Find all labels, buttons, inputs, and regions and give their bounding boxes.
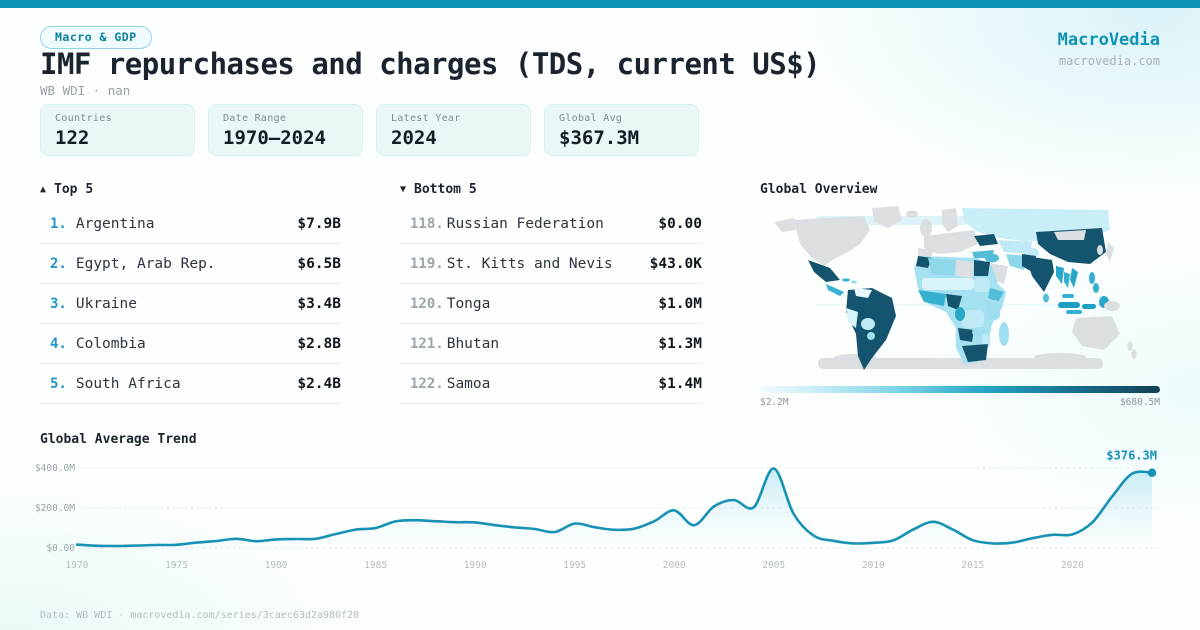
trend-line xyxy=(75,467,1154,548)
latest-point-dot xyxy=(1147,468,1157,477)
rank: 122. xyxy=(410,375,444,392)
legend-min-label: $2.2M xyxy=(760,397,789,408)
brand-block: MacroVedia macrovedia.com xyxy=(1058,30,1160,68)
rank: 5. xyxy=(50,375,67,392)
country-value: $6.5B xyxy=(297,255,341,272)
x-axis-label: 1975 xyxy=(165,560,188,571)
x-axis-label: 2010 xyxy=(862,560,885,571)
x-axis-label: 1970 xyxy=(66,560,89,571)
bottom5-header: ▼ Bottom 5 xyxy=(400,181,702,197)
category-badge: Macro & GDP xyxy=(40,26,152,49)
stat-card-global-avg: Global Avg $367.3M xyxy=(544,104,699,156)
list-item: 120. Tonga $1.0M xyxy=(400,284,702,324)
country-name: Bhutan xyxy=(446,335,500,352)
bottom5-title: Bottom 5 xyxy=(414,181,477,197)
country-name: South Africa xyxy=(75,375,181,392)
map-legend-labels: $2.2M $680.5M xyxy=(760,397,1160,408)
country-value: $2.4B xyxy=(297,375,341,392)
world-map-choropleth xyxy=(774,206,1137,370)
page-title: IMF repurchases and charges (TDS, curren… xyxy=(40,47,821,81)
trend-chart: $0.00 $200.0M $400.0M 1970 1975 1980 1985 1990 1… xyxy=(35,449,1160,571)
bottom5-list: ▼ Bottom 5 118. Russian Federation $0.00 1… xyxy=(400,181,702,404)
stat-value: 2024 xyxy=(391,127,437,149)
country-value: $2.8B xyxy=(297,335,341,352)
brand-name: MacroVedia xyxy=(1057,30,1160,50)
latest-value-annotation: $376.3M xyxy=(1106,449,1157,463)
country-value: $1.4M xyxy=(658,375,702,392)
y-axis-label: $0.00 xyxy=(46,543,75,554)
map-title: Global Overview xyxy=(760,182,878,197)
trend-title: Global Average Trend xyxy=(40,432,197,447)
country-value: $43.0K xyxy=(649,255,702,272)
stat-card-date-range: Date Range 1970—2024 xyxy=(208,104,363,156)
page-subtitle: WB WDI · nan xyxy=(40,83,131,98)
country-value: $3.4B xyxy=(297,295,341,312)
country-name: Samoa xyxy=(446,375,491,392)
rank: 3. xyxy=(50,295,67,312)
list-item: 118. Russian Federation $0.00 xyxy=(400,204,702,244)
list-item: 3. Ukraine $3.4B xyxy=(40,284,341,324)
country-value: $1.3M xyxy=(658,335,702,352)
rank: 119. xyxy=(410,255,444,272)
list-item: 4. Colombia $2.8B xyxy=(40,324,341,364)
source-footer: Data: WB WDI · macrovedia.com/series/3ca… xyxy=(40,610,360,621)
y-axis-label: $400.0M xyxy=(35,463,75,474)
country-name: Ukraine xyxy=(75,295,137,312)
stats-row: Countries 122 Date Range 1970—2024 Lates… xyxy=(40,104,699,156)
list-item: 1. Argentina $7.9B xyxy=(40,204,341,244)
x-axis-label: 1985 xyxy=(364,560,387,571)
stat-value: 1970—2024 xyxy=(223,127,326,149)
stat-label: Global Avg xyxy=(559,113,623,124)
x-axis-label: 1980 xyxy=(265,560,288,571)
trend-area xyxy=(77,468,1152,548)
stat-card-latest-year: Latest Year 2024 xyxy=(376,104,531,156)
x-axis-label: 2020 xyxy=(1061,560,1084,571)
top5-title: Top 5 xyxy=(54,181,94,197)
stat-label: Date Range xyxy=(223,113,287,124)
stat-value: 122 xyxy=(55,127,90,149)
stat-label: Latest Year xyxy=(391,113,461,124)
x-axis-label: 2005 xyxy=(762,560,785,571)
x-axis-label: 1990 xyxy=(464,560,487,571)
stat-card-countries: Countries 122 xyxy=(40,104,195,156)
y-axis-label: $200.0M xyxy=(35,503,75,514)
down-triangle-icon: ▼ xyxy=(400,183,407,195)
country-name: Colombia xyxy=(75,335,146,352)
list-item: 121. Bhutan $1.3M xyxy=(400,324,702,364)
country-name: St. Kitts and Nevis xyxy=(446,255,613,272)
brand-domain: macrovedia.com xyxy=(1058,54,1160,68)
list-item: 2. Egypt, Arab Rep. $6.5B xyxy=(40,244,341,284)
rank: 120. xyxy=(410,295,444,312)
map-color-scale xyxy=(760,386,1160,393)
country-name: Egypt, Arab Rep. xyxy=(75,255,216,272)
country-value: $7.9B xyxy=(297,215,341,232)
country-name: Argentina xyxy=(75,215,155,232)
legend-max-label: $680.5M xyxy=(1119,397,1160,408)
rank: 2. xyxy=(50,255,67,272)
country-value: $0.00 xyxy=(658,215,702,232)
rank: 121. xyxy=(410,335,444,352)
rank: 118. xyxy=(410,215,444,232)
list-item: 122. Samoa $1.4M xyxy=(400,364,702,404)
country-value: $1.0M xyxy=(658,295,702,312)
list-item: 119. St. Kitts and Nevis $43.0K xyxy=(400,244,702,284)
rank: 4. xyxy=(50,335,67,352)
rank: 1. xyxy=(50,215,67,232)
country-name: Russian Federation xyxy=(446,215,604,232)
country-name: Tonga xyxy=(446,295,491,312)
x-axis-label: 1995 xyxy=(563,560,586,571)
x-axis-label: 2000 xyxy=(663,560,686,571)
stat-label: Countries xyxy=(55,113,112,124)
top5-header: ▲ Top 5 xyxy=(40,181,341,197)
accent-top-bar xyxy=(0,0,1200,8)
up-triangle-icon: ▲ xyxy=(40,183,47,195)
stat-value: $367.3M xyxy=(559,127,640,149)
x-axis-label: 2015 xyxy=(961,560,984,571)
top5-list: ▲ Top 5 1. Argentina $7.9B 2. Egypt, Arab R… xyxy=(40,181,341,404)
list-item: 5. South Africa $2.4B xyxy=(40,364,341,404)
